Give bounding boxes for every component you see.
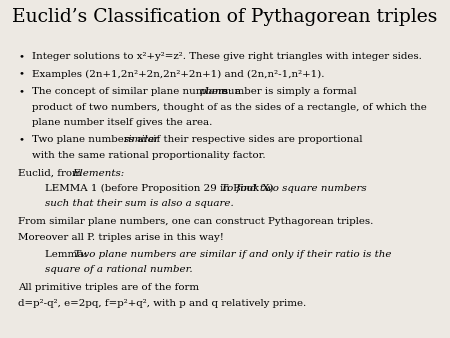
Text: From similar plane numbers, one can construct Pythagorean triples.: From similar plane numbers, one can cons… xyxy=(18,217,373,226)
Text: such that their sum is also a square.: such that their sum is also a square. xyxy=(45,199,234,209)
Text: •: • xyxy=(18,136,24,145)
Text: •: • xyxy=(18,87,24,96)
Text: Elements:: Elements: xyxy=(72,169,125,177)
Text: Moreover all P. triples arise in this way!: Moreover all P. triples arise in this wa… xyxy=(18,233,224,241)
Text: All primitive triples are of the form: All primitive triples are of the form xyxy=(18,283,199,292)
Text: d=p²-q², e=2pq, f=p²+q², with p and q relatively prime.: d=p²-q², e=2pq, f=p²+q², with p and q re… xyxy=(18,298,306,308)
Text: if their respective sides are proportional: if their respective sides are proportion… xyxy=(150,136,362,145)
Text: number is simply a formal: number is simply a formal xyxy=(218,87,357,96)
Text: The concept of similar plane numbers: a: The concept of similar plane numbers: a xyxy=(32,87,244,96)
Text: LEMMA 1 (before Proposition 29 in Book X): LEMMA 1 (before Proposition 29 in Book X… xyxy=(45,184,277,193)
Text: Lemma:: Lemma: xyxy=(45,250,90,259)
Text: •: • xyxy=(18,52,24,61)
Text: Examples (2n+1,2n²+2n,2n²+2n+1) and (2n,n²-1,n²+1).: Examples (2n+1,2n²+2n,2n²+2n+1) and (2n,… xyxy=(32,70,324,79)
Text: Two plane numbers are: Two plane numbers are xyxy=(32,136,157,145)
Text: Euclid’s Classification of Pythagorean triples: Euclid’s Classification of Pythagorean t… xyxy=(12,8,438,26)
Text: Euclid, from: Euclid, from xyxy=(18,169,85,177)
Text: with the same rational proportionality factor.: with the same rational proportionality f… xyxy=(32,151,266,160)
Text: plane number itself gives the area.: plane number itself gives the area. xyxy=(32,118,212,127)
Text: plane: plane xyxy=(199,87,228,96)
Text: Integer solutions to x²+y²=z². These give right triangles with integer sides.: Integer solutions to x²+y²=z². These giv… xyxy=(32,52,422,61)
Text: To find two square numbers: To find two square numbers xyxy=(220,184,366,193)
Text: square of a rational number.: square of a rational number. xyxy=(45,266,193,274)
Text: similar: similar xyxy=(124,136,160,145)
Text: Two plane numbers are similar if and only if their ratio is the: Two plane numbers are similar if and onl… xyxy=(74,250,392,259)
Text: product of two numbers, thought of as the sides of a rectangle, of which the: product of two numbers, thought of as th… xyxy=(32,102,427,112)
Text: •: • xyxy=(18,70,24,78)
